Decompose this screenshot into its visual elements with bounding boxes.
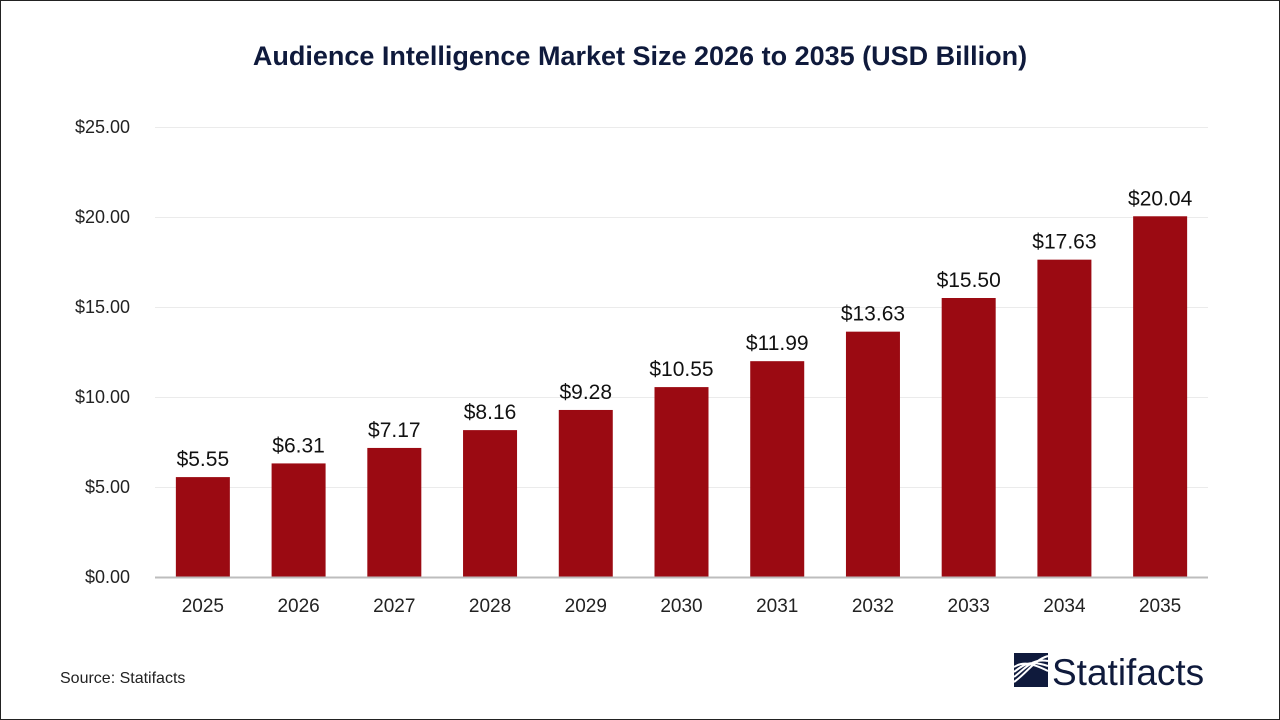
x-tick-label: 2032 (852, 596, 894, 617)
bar-2028 (463, 430, 518, 577)
y-tick-label: $20.00 (75, 207, 130, 227)
x-tick-label: 2029 (565, 596, 607, 617)
bar-2025 (175, 477, 230, 577)
chart-title: Audience Intelligence Market Size 2026 t… (253, 41, 1027, 71)
source-note: Source: Statifacts (60, 670, 185, 687)
x-tick-label: 2035 (1139, 596, 1181, 617)
x-tick-label: 2033 (948, 596, 990, 617)
x-tick-label: 2031 (756, 596, 798, 617)
y-tick-label: $15.00 (75, 297, 130, 317)
gridlines (155, 127, 1208, 488)
data-label: $13.63 (841, 303, 905, 326)
data-label: $17.63 (1032, 231, 1096, 254)
x-tick-label: 2027 (373, 596, 415, 617)
x-tick-label: 2028 (469, 596, 511, 617)
data-label: $11.99 (746, 332, 809, 355)
data-label: $20.04 (1128, 187, 1193, 210)
logo-text: Statifacts (1052, 652, 1204, 693)
data-label: $5.55 (177, 448, 230, 471)
bars (175, 216, 1188, 577)
y-tick-label: $10.00 (75, 387, 130, 407)
y-tick-label: $0.00 (85, 567, 130, 587)
data-label: $8.16 (464, 401, 517, 424)
data-label: $7.17 (368, 419, 421, 442)
y-tick-label: $5.00 (85, 477, 130, 497)
bar-2034 (1037, 259, 1092, 577)
data-labels: $5.55 $6.31 $7.17 $8.16 $9.28 $10.55 $11.99 $13… (177, 187, 1193, 471)
data-label: $10.55 (649, 358, 713, 381)
bar-2026 (271, 463, 326, 577)
bar-2030 (654, 387, 709, 577)
y-axis-ticks: $0.00 $5.00 $10.00 $15.00 $20.00 $25.00 (75, 117, 130, 587)
x-axis-ticks: 2025 2026 2027 2028 2029 2030 2031 2032 2033 2034… (182, 596, 1182, 617)
data-label: $15.50 (937, 269, 1001, 292)
statifacts-logo: Statifacts (1013, 652, 1204, 693)
bar-2033 (941, 298, 996, 577)
bar-2027 (367, 447, 422, 577)
bar-2031 (750, 361, 805, 577)
bar-2029 (558, 409, 613, 577)
data-label: $6.31 (272, 434, 325, 457)
x-tick-label: 2030 (660, 596, 702, 617)
x-tick-label: 2026 (277, 596, 319, 617)
x-tick-label: 2034 (1043, 596, 1086, 617)
x-tick-label: 2025 (182, 596, 224, 617)
bar-2035 (1133, 216, 1188, 577)
data-label: $9.28 (559, 381, 612, 404)
bar-2032 (845, 331, 900, 577)
y-tick-label: $25.00 (75, 117, 130, 137)
